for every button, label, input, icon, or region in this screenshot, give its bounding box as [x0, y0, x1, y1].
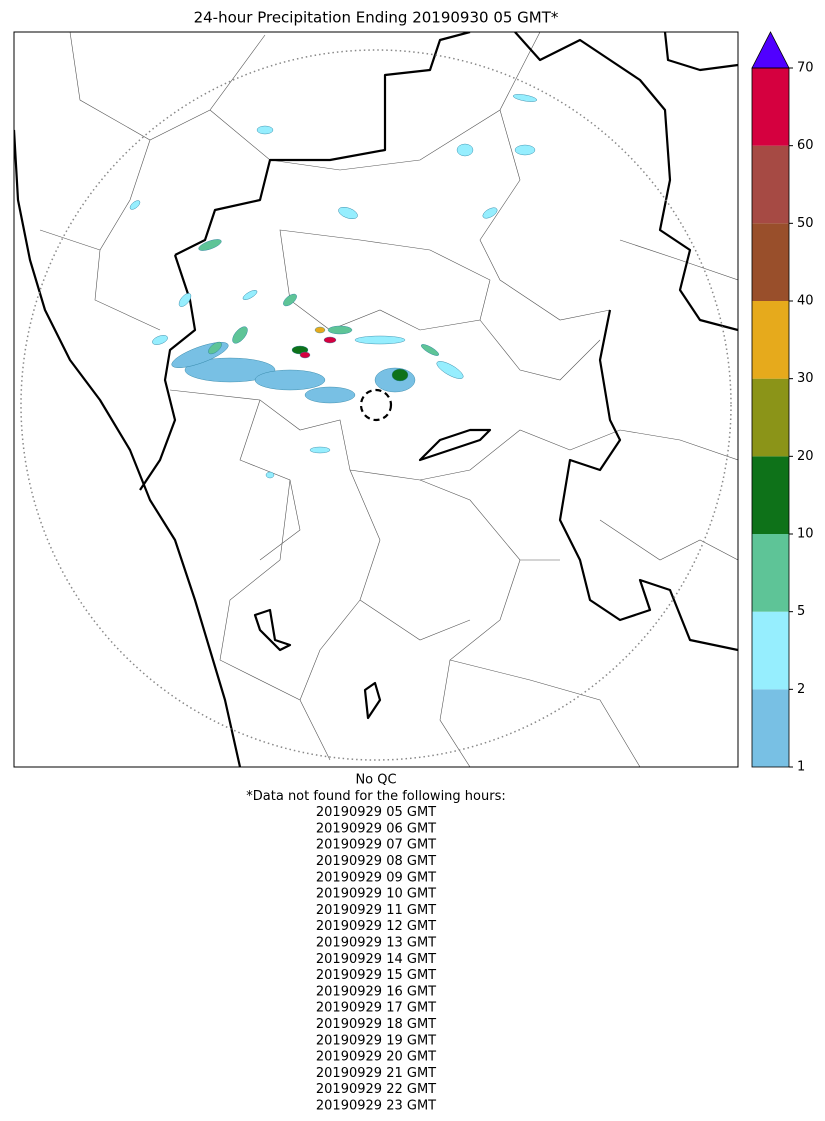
radar-range-ring [20, 49, 732, 761]
missing-hour: 20190929 05 GMT [316, 805, 436, 820]
colorbar-frame [751, 67, 790, 768]
colorbar-tick-label: 2 [797, 682, 805, 697]
precip-area [256, 125, 274, 135]
colorbar-tick-label: 5 [797, 604, 805, 619]
precip-area [129, 200, 141, 210]
footer-notes: No QC*Data not found for the following h… [246, 773, 505, 1114]
precip-area [309, 446, 331, 454]
map [14, 32, 738, 767]
missing-hour: 20190929 13 GMT [316, 936, 436, 951]
colorbar-tick-label: 1 [797, 760, 805, 775]
colorbar-segment [752, 689, 789, 767]
radar-site [359, 388, 393, 422]
precip-area [421, 344, 439, 356]
colorbar-segment [752, 145, 789, 224]
missing-hour: 20190929 16 GMT [316, 984, 436, 999]
missing-hour: 20190929 19 GMT [316, 1033, 436, 1048]
precip-area [208, 341, 222, 355]
precipitation [129, 94, 538, 479]
colorbar-segment [752, 534, 789, 612]
missing-hour: 20190929 14 GMT [316, 952, 436, 967]
precip-area [283, 293, 297, 307]
precip-area [242, 290, 258, 300]
missing-hour: 20190929 12 GMT [316, 919, 436, 934]
missing-hour: 20190929 22 GMT [316, 1082, 436, 1097]
precip-area [178, 293, 192, 307]
missing-hour: 20190929 17 GMT [316, 1001, 436, 1016]
colorbar-tick-label: 10 [797, 527, 814, 542]
precip-area [354, 335, 406, 345]
state-boundaries [14, 32, 738, 767]
colorbar-tick-label: 30 [797, 371, 814, 386]
colorbar-segment [752, 68, 789, 146]
map-frame [13, 31, 739, 768]
colorbar: 1 2 5 10 20 30 40 50 60 70 [751, 31, 814, 775]
chart-title: 24-hour Precipitation Ending 20190930 05… [194, 9, 559, 27]
missing-hour: 20190929 18 GMT [316, 1017, 436, 1032]
precip-area [304, 386, 356, 404]
colorbar-segment [752, 223, 789, 301]
colorbar-tick-label: 70 [797, 61, 814, 76]
district-boundaries [39, 32, 738, 767]
note: No QC [355, 773, 396, 788]
precip-area [482, 207, 498, 219]
missing-hour: 20190929 09 GMT [316, 870, 436, 885]
colorbar-tick-label: 20 [797, 449, 814, 464]
precip-area [327, 325, 353, 335]
precip-area [512, 94, 538, 102]
precip-area [514, 144, 536, 156]
colorbar-segment [752, 301, 789, 379]
missing-hour: 20190929 08 GMT [316, 854, 436, 869]
missing-hour: 20190929 23 GMT [316, 1099, 436, 1114]
precip-area [265, 471, 275, 479]
missing-hour: 20190929 20 GMT [316, 1050, 436, 1065]
missing-hour: 20190929 11 GMT [316, 903, 436, 918]
missing-hour: 20190929 10 GMT [316, 887, 436, 902]
precip-area [338, 206, 358, 220]
precip-area [254, 369, 326, 391]
colorbar-segment [752, 456, 789, 534]
colorbar-segment [752, 611, 789, 690]
precip-area [314, 326, 326, 334]
precip-area [456, 143, 474, 157]
precip-area [299, 351, 311, 359]
missing-hour: 20190929 07 GMT [316, 838, 436, 853]
colorbar-tick-label: 60 [797, 138, 814, 153]
missing-hour: 20190929 21 GMT [316, 1066, 436, 1081]
missing-hour: 20190929 15 GMT [316, 968, 436, 983]
precip-area [436, 361, 464, 379]
precip-area [323, 336, 337, 344]
precip-area [232, 326, 248, 344]
precip-area [198, 239, 222, 251]
colorbar-extension [751, 31, 790, 69]
precip-area [184, 357, 276, 383]
missing-hour: 20190929 06 GMT [316, 821, 436, 836]
precip-area [391, 368, 409, 382]
colorbar-tick-label: 40 [797, 294, 814, 309]
colorbar-segment [752, 378, 789, 457]
precip-area [152, 335, 168, 345]
note: *Data not found for the following hours: [246, 789, 505, 804]
colorbar-tick-label: 50 [797, 216, 814, 231]
